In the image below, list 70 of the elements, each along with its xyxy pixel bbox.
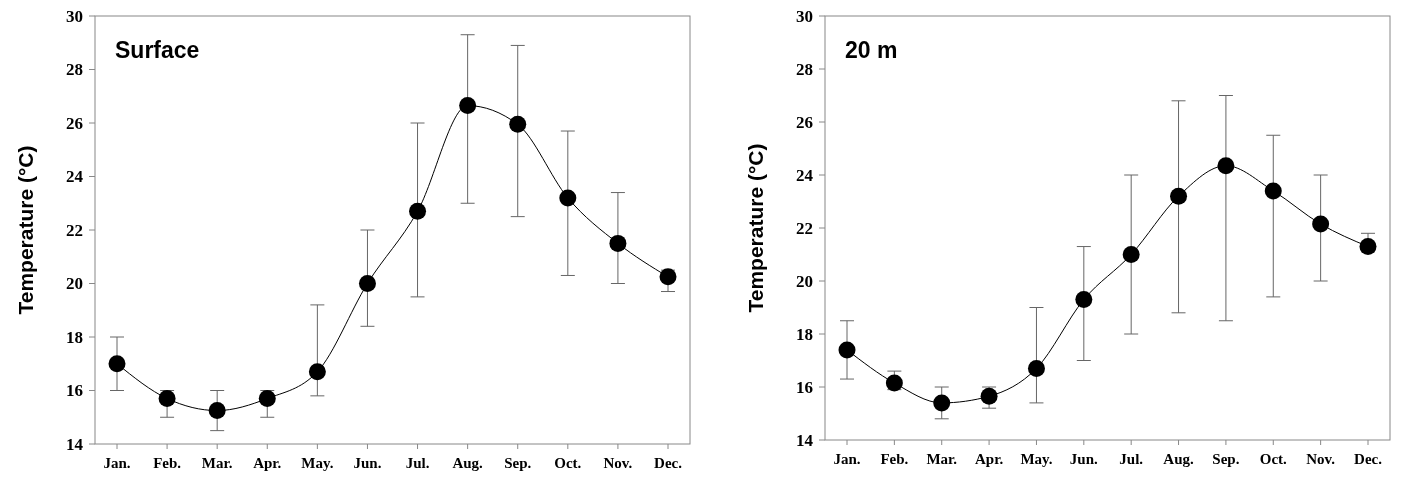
point	[509, 115, 527, 133]
x-tick-label: May.	[1020, 451, 1053, 467]
point	[659, 268, 677, 286]
point	[933, 394, 951, 412]
point	[559, 189, 577, 207]
x-tick-label: Feb.	[153, 455, 182, 471]
y-tick-label: 28	[796, 59, 813, 79]
x-tick-label: Dec.	[654, 455, 683, 471]
x-tick-label: Mar.	[201, 455, 233, 471]
point	[609, 234, 627, 252]
x-tick-label: Oct.	[1259, 451, 1288, 467]
y-tick-label: 26	[796, 112, 813, 132]
x-tick-label: May.	[301, 455, 334, 471]
point	[158, 390, 176, 408]
point	[885, 374, 903, 392]
y-tick-label: 20	[796, 271, 813, 291]
point	[208, 402, 226, 420]
point	[1122, 246, 1140, 263]
y-tick-label: 18	[796, 324, 813, 344]
text: Surface	[115, 37, 200, 63]
y-tick-label: 16	[796, 377, 813, 397]
x-tick-label: Jan.	[833, 451, 861, 467]
x-tick-label: Oct.	[554, 455, 582, 471]
x-tick-label: Nov.	[603, 455, 633, 471]
point	[358, 275, 376, 292]
point	[258, 390, 276, 408]
y-tick-label: 30	[796, 6, 813, 26]
text: 20 m	[845, 37, 898, 63]
x-tick-label: Mar.	[926, 451, 958, 467]
y-tick-label: 20	[66, 274, 83, 294]
y-tick-label: 14	[66, 434, 84, 454]
y-tick-label: 14	[796, 430, 814, 450]
x-tick-label: Sep.	[1212, 451, 1240, 467]
point	[1359, 238, 1377, 256]
y-axis-title: Temperature (°C)	[14, 145, 37, 315]
point	[459, 97, 477, 115]
y-tick-label: 18	[66, 327, 83, 347]
x-tick-label: Feb.	[880, 451, 909, 467]
y-tick-label: 16	[66, 381, 83, 401]
y-tick-label: 24	[66, 167, 84, 187]
y-tick-label: 30	[66, 6, 83, 26]
point	[308, 363, 326, 381]
point	[980, 387, 998, 405]
x-tick-label: Aug.	[452, 455, 484, 471]
x-tick-label: Nov.	[1306, 451, 1336, 467]
y-tick-label: 22	[66, 220, 83, 240]
y-axis-title: Temperature (°C)	[744, 143, 767, 313]
y-tick-label: 26	[66, 113, 83, 133]
point	[1027, 359, 1045, 377]
x-tick-label: Jun.	[1069, 451, 1099, 467]
x-tick-label: Jan.	[103, 455, 131, 471]
x-tick-label: Aug.	[1163, 451, 1194, 467]
y-tick-label: 24	[796, 165, 814, 185]
point	[108, 355, 126, 373]
point	[1170, 187, 1188, 205]
point	[838, 341, 856, 359]
point	[1075, 291, 1093, 309]
point	[409, 202, 427, 220]
point	[1217, 157, 1235, 175]
x-tick-label: Jul.	[405, 455, 430, 471]
x-tick-label: Apr.	[253, 455, 282, 471]
x-tick-label: Sep.	[504, 455, 532, 471]
x-tick-label: Apr.	[974, 451, 1004, 467]
x-tick-label: Jun.	[353, 455, 382, 471]
y-tick-label: 22	[796, 218, 813, 238]
x-tick-label: Jul.	[1119, 451, 1144, 467]
x-tick-label: Dec.	[1354, 451, 1383, 467]
y-tick-label: 28	[66, 60, 83, 80]
point	[1264, 182, 1282, 200]
point	[1312, 215, 1330, 233]
